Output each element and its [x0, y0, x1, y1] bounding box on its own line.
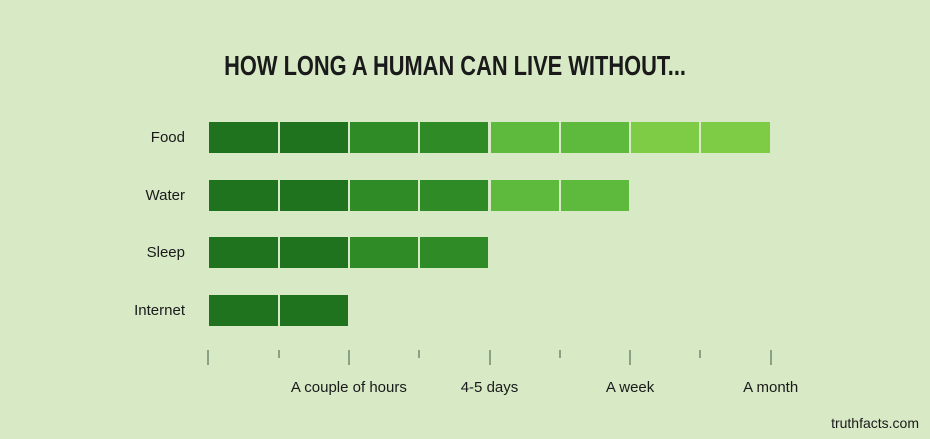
axis-minor-tick: [418, 350, 421, 358]
bar-segment: [279, 179, 348, 211]
axis-major-tick: [629, 350, 632, 365]
category-label-sleep: Sleep: [146, 244, 185, 261]
category-label-water: Water: [145, 186, 185, 204]
bar-segment: [490, 122, 559, 153]
axis-minor-tick: [558, 350, 561, 358]
bar-segment: [209, 237, 278, 268]
watermark-credit: truthfacts.com: [831, 415, 919, 431]
bar-segment: [631, 122, 700, 153]
bar-segment: [349, 122, 419, 153]
bar-segment: [279, 294, 348, 326]
bar-segment: [209, 122, 278, 153]
bar-segment: [349, 179, 419, 211]
chart-title: HOW LONG A HUMAN CAN LIVE WITHOUT...: [224, 50, 686, 81]
axis-major-tick: [347, 350, 350, 365]
axis-major-tick: [769, 350, 772, 365]
axis-tick-label: A month: [743, 379, 799, 396]
axis-minor-tick: [277, 350, 280, 358]
bar-segment: [349, 237, 419, 268]
bar-segment: [420, 122, 489, 153]
bar-segment: [560, 179, 630, 211]
bar-segment: [279, 237, 348, 268]
bar-segment: [279, 122, 348, 153]
title-wrap: HOW LONG A HUMAN CAN LIVE WITHOUT...: [0, 50, 930, 82]
axis-minor-tick: [699, 350, 702, 358]
bar-segment: [701, 122, 770, 153]
axis-tick-label: A week: [605, 379, 655, 396]
bar-segment: [209, 179, 278, 211]
axis-major-tick: [207, 350, 210, 365]
bar-segment: [420, 179, 489, 211]
category-label-internet: Internet: [134, 301, 185, 319]
axis-tick-label: 4-5 days: [460, 379, 519, 396]
axis-major-tick: [488, 350, 491, 365]
category-label-food: Food: [150, 129, 185, 146]
bar-segment: [420, 237, 489, 268]
bar-segment: [209, 294, 278, 326]
bar-segment: [560, 122, 630, 153]
axis-tick-label: A couple of hours: [290, 379, 407, 396]
bar-segment: [490, 179, 559, 211]
